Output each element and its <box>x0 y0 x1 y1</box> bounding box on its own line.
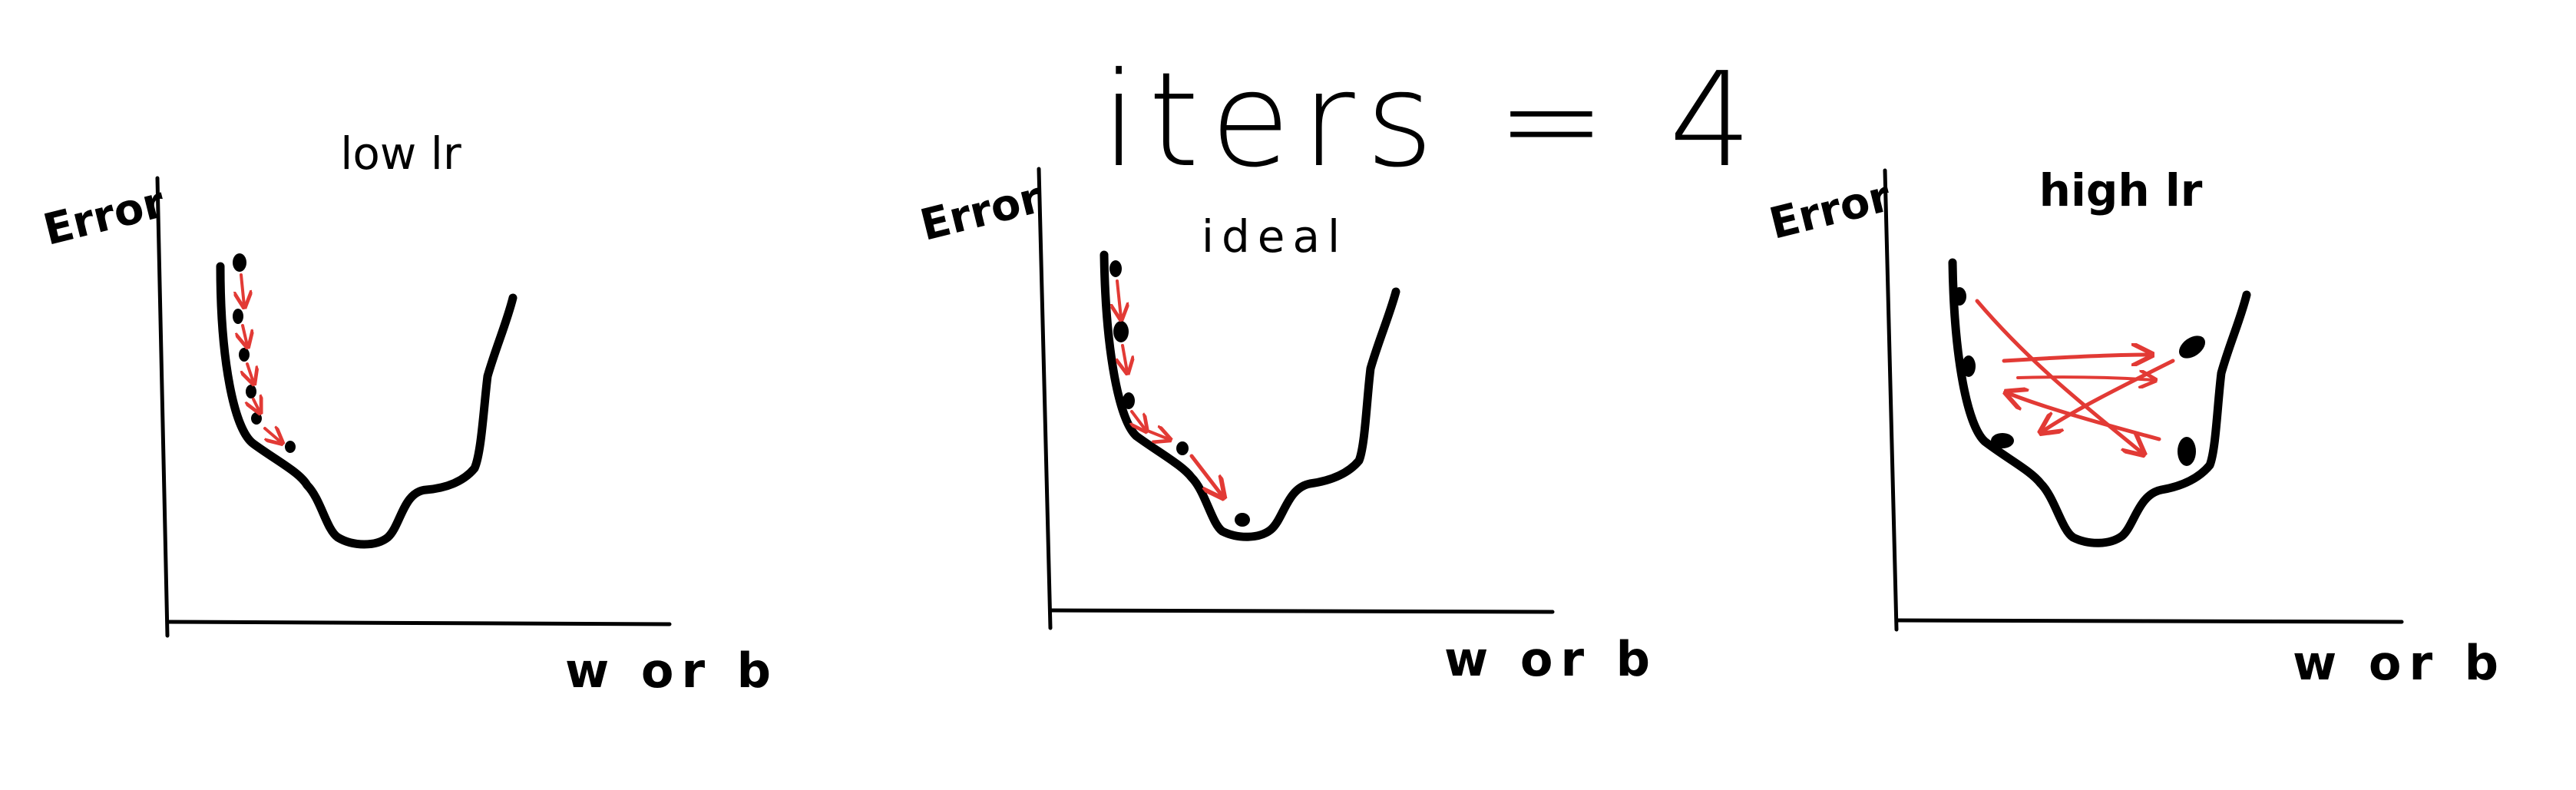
step-point <box>2178 437 2196 466</box>
error-curve <box>216 262 518 549</box>
step-point <box>1953 287 1966 306</box>
step-point <box>1113 321 1129 342</box>
panel-ideal: ideal Error w or b <box>915 167 1658 687</box>
step-arrow <box>1123 344 1127 372</box>
y-axis-label: Error <box>38 177 170 256</box>
panel-title: ideal <box>1202 210 1348 263</box>
step-arrow <box>263 428 281 442</box>
main-title: iters = 4 <box>1101 45 1763 197</box>
step-point <box>251 412 262 425</box>
x-axis <box>1896 618 2404 624</box>
error-curve <box>1948 258 2251 547</box>
step-arrow <box>1189 454 1222 496</box>
y-axis <box>1883 168 1899 632</box>
x-axis-label: w or b <box>565 643 779 699</box>
step-arrows <box>1117 279 1222 496</box>
panel-low-lr: low lr Error w or b <box>38 127 779 699</box>
panel-title: high lr <box>2039 164 2203 217</box>
step-arrow <box>253 399 260 412</box>
step-point <box>233 309 243 324</box>
step-point <box>1109 260 1122 277</box>
step-arrow <box>1117 279 1121 318</box>
step-point <box>285 441 296 453</box>
step-arrow <box>1132 410 1146 430</box>
step-point <box>1235 513 1250 527</box>
step-points <box>1109 260 1250 527</box>
step-arrow <box>1148 431 1169 439</box>
step-arrows <box>1975 299 2175 453</box>
step-point <box>246 385 256 398</box>
panel-high-lr: high lr Error w or b <box>1764 164 2506 691</box>
step-point <box>1962 355 1976 377</box>
step-point <box>233 253 246 272</box>
step-arrow <box>2008 393 2161 441</box>
y-axis <box>155 176 170 638</box>
error-curve <box>1100 250 1400 541</box>
y-axis-label: Error <box>915 173 1047 251</box>
step-arrows <box>241 273 281 442</box>
step-arrow <box>241 273 244 306</box>
step-arrow <box>2002 355 2150 361</box>
y-axis <box>1037 167 1053 630</box>
x-axis <box>1050 608 1555 614</box>
x-axis <box>167 620 672 626</box>
x-axis-label: w or b <box>2293 635 2506 691</box>
step-points <box>1953 287 2206 466</box>
step-arrow <box>243 324 247 345</box>
step-arrow <box>1975 299 2142 453</box>
step-point <box>1123 392 1135 409</box>
step-point <box>1176 441 1189 455</box>
step-arrow <box>247 362 253 382</box>
step-point <box>1991 433 2014 448</box>
step-point <box>239 348 250 362</box>
panel-title: low lr <box>340 127 461 180</box>
x-axis-label: w or b <box>1444 631 1658 687</box>
step-point <box>2178 336 2206 359</box>
step-arrow <box>2016 377 2154 380</box>
y-axis-label: Error <box>1764 171 1896 250</box>
step-arrow <box>2042 359 2175 431</box>
